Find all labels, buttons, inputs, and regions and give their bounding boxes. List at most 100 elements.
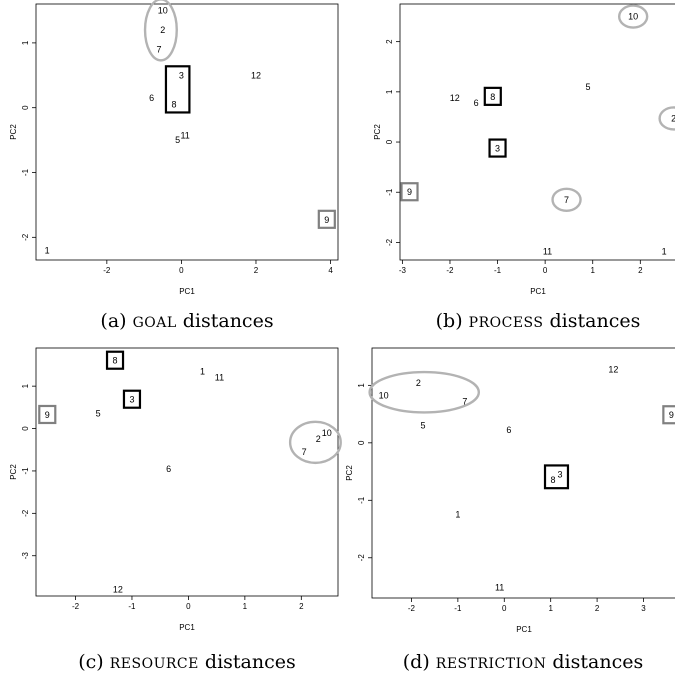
point-label-2: 2 <box>671 113 675 123</box>
x-tick-label: 2 <box>595 604 600 613</box>
point-label-12: 12 <box>251 70 261 80</box>
point-label-9: 9 <box>45 410 50 420</box>
caption-name: PROCESS <box>469 315 544 331</box>
plot-frame <box>399 3 675 261</box>
point-label-5: 5 <box>421 421 426 431</box>
point-label-8: 8 <box>550 475 555 485</box>
y-axis-label: PC2 <box>345 465 354 481</box>
point-label-10: 10 <box>322 428 332 438</box>
point-label-11: 11 <box>215 373 224 383</box>
caption-prefix: (c) <box>78 651 110 673</box>
highlight-box <box>400 182 419 202</box>
x-tick-label: 0 <box>186 602 191 611</box>
caption-prefix: (b) <box>436 310 469 332</box>
point-label-6: 6 <box>506 425 511 435</box>
highlight-box <box>317 209 336 229</box>
point-label-6: 6 <box>149 93 154 103</box>
point-label-10: 10 <box>379 391 389 401</box>
highlight-box <box>122 389 142 409</box>
scatter-panel-1: -2 0 2 4 -2 -1 0 1 PC1 PC2 10 2 7 3 12 6 8 115 9 1 (a) GOAL … <box>9 0 339 332</box>
point-label-6: 6 <box>474 98 479 108</box>
x-tick-label: 0 <box>502 604 507 613</box>
point-label-3: 3 <box>495 144 500 154</box>
y-tick-label: -3 <box>21 552 30 560</box>
x-tick-label: 1 <box>243 602 248 611</box>
plot-frame <box>371 347 675 599</box>
point-label-2: 2 <box>160 25 165 35</box>
point-label-9: 9 <box>407 187 412 197</box>
point-label-1: 1 <box>662 246 667 256</box>
x-axis-label: PC1 <box>516 625 532 634</box>
point-label-7: 7 <box>564 195 569 205</box>
point-label-10: 10 <box>628 12 638 22</box>
point-label-5: 5 <box>175 135 180 145</box>
caption-name: RESOURCE <box>110 656 199 672</box>
point-label-2: 2 <box>416 378 421 388</box>
y-tick-label: -1 <box>357 496 366 504</box>
point-label-6: 6 <box>166 464 171 474</box>
highlight-ellipse <box>288 420 342 465</box>
caption-prefix: (d) <box>403 651 436 673</box>
x-tick-label: 1 <box>548 604 553 613</box>
y-axis-label: PC2 <box>373 124 382 140</box>
point-label-7: 7 <box>302 447 307 457</box>
x-tick-label: -2 <box>408 604 416 613</box>
point-label-12: 12 <box>113 585 123 595</box>
point-label-10: 10 <box>158 5 168 15</box>
y-tick-label: -2 <box>357 554 366 562</box>
panel-caption: (d) RESTRICTION distances <box>403 651 643 673</box>
y-axis-label: PC2 <box>9 124 18 140</box>
y-tick-label: -1 <box>21 467 30 475</box>
y-tick-label: -2 <box>21 509 30 517</box>
point-label-11: 11 <box>543 246 552 256</box>
highlight-ellipse <box>551 187 582 212</box>
x-tick-label: -1 <box>128 602 136 611</box>
point-label-7: 7 <box>462 396 467 406</box>
x-tick-label: 0 <box>179 266 184 275</box>
highlight-box <box>543 464 570 490</box>
x-tick-label: -2 <box>446 266 454 275</box>
x-axis-label: PC1 <box>179 287 195 296</box>
x-axis-label: PC1 <box>179 623 195 632</box>
point-label-11: 11 <box>495 583 504 593</box>
point-label-8: 8 <box>113 356 118 366</box>
point-label-8: 8 <box>490 92 495 102</box>
x-tick-label: 4 <box>328 266 333 275</box>
point-label-9: 9 <box>324 215 329 225</box>
highlight-ellipse <box>617 4 649 29</box>
x-tick-label: -3 <box>399 266 407 275</box>
y-tick-label: -2 <box>21 233 30 241</box>
y-tick-label: 1 <box>21 383 30 388</box>
point-label-9: 9 <box>669 410 674 420</box>
x-tick-label: 2 <box>254 266 259 275</box>
point-label-1: 1 <box>200 366 205 376</box>
x-tick-label: 2 <box>638 266 643 275</box>
y-tick-label: -2 <box>385 238 394 246</box>
y-tick-label: 1 <box>385 89 394 94</box>
point-label-7: 7 <box>157 44 162 54</box>
caption-name: GOAL <box>133 315 177 331</box>
x-tick-label: -2 <box>103 266 111 275</box>
highlight-box <box>488 138 507 158</box>
x-tick-label: 1 <box>590 266 595 275</box>
x-axis-label: PC1 <box>530 287 546 296</box>
point-label-12: 12 <box>450 93 460 103</box>
y-tick-label: 0 <box>21 426 30 431</box>
point-label-1: 1 <box>45 245 50 255</box>
y-tick-label: 0 <box>357 440 366 445</box>
x-tick-label: 0 <box>543 266 548 275</box>
plot-frame <box>35 347 339 597</box>
highlight-box <box>105 350 125 370</box>
plot-frame <box>35 3 339 261</box>
y-tick-label: 0 <box>21 105 30 110</box>
y-axis-label: PC2 <box>9 464 18 480</box>
caption-suffix: distances <box>177 310 274 332</box>
point-label-1: 1 <box>455 510 460 520</box>
point-label-11: 11 <box>180 131 189 141</box>
x-tick-label: -1 <box>494 266 502 275</box>
x-tick-label: 2 <box>299 602 304 611</box>
point-label-5: 5 <box>585 82 590 92</box>
x-tick-label: 3 <box>641 604 646 613</box>
